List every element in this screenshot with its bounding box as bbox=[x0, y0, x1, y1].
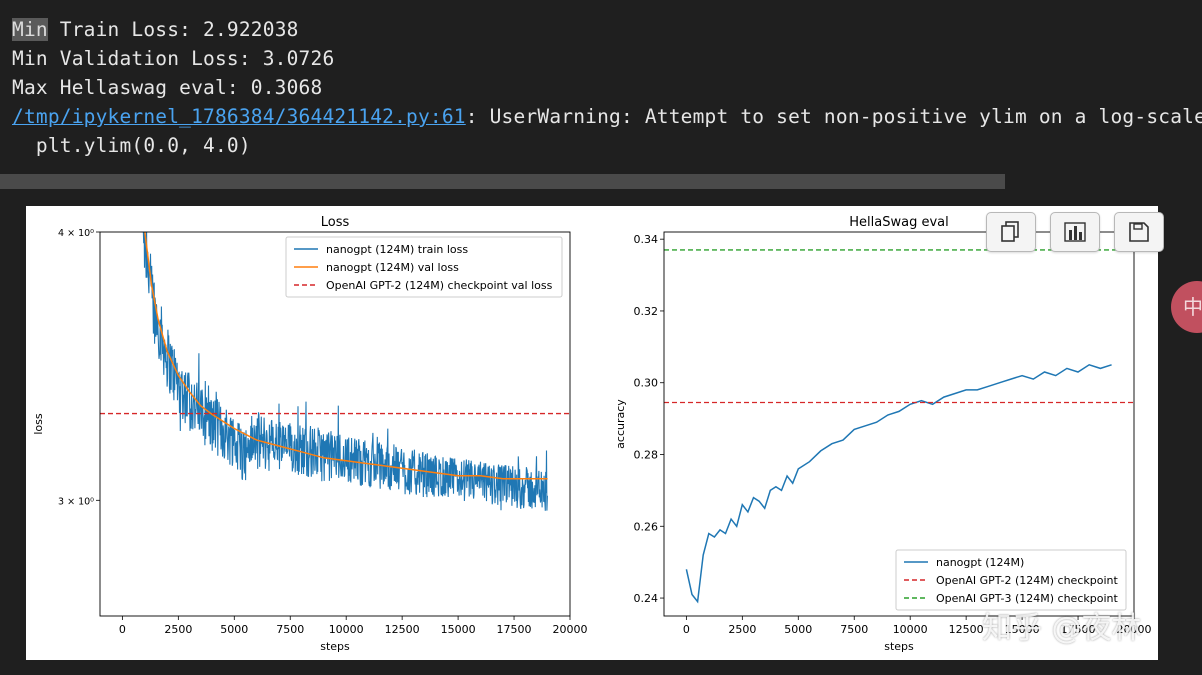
hellaswag-ytick-label: 0.32 bbox=[634, 305, 659, 318]
hellaswag-ytick-label: 0.26 bbox=[634, 520, 659, 533]
figure-canvas: 0 2500 5000 7500 10000 12500 15000 17500 20000 3 … bbox=[26, 206, 1158, 660]
copy-button[interactable] bbox=[986, 212, 1036, 252]
hellaswag-legend-label: OpenAI GPT-2 (124M) checkpoint bbox=[936, 574, 1118, 587]
watermark: 知乎 @夜林 bbox=[982, 611, 1142, 646]
loss-series-1-line bbox=[144, 232, 548, 480]
selection-highlight: Min bbox=[12, 18, 48, 41]
bar-chart-icon bbox=[1064, 222, 1086, 242]
copy-icon bbox=[1001, 221, 1019, 242]
loss-xtick-label: 5000 bbox=[220, 623, 248, 636]
loss-legend-label: nanogpt (124M) val loss bbox=[326, 261, 459, 274]
loss-series-0-line bbox=[141, 232, 548, 511]
floating-translate-button[interactable]: 中 bbox=[1171, 281, 1202, 333]
output-min-val-loss: Min Validation Loss: 3.0726 bbox=[12, 47, 335, 70]
loss-xtick-label: 20000 bbox=[553, 623, 588, 636]
output-warning: /tmp/ipykernel_1786384/364421142.py:61: … bbox=[12, 105, 1202, 128]
save-button[interactable] bbox=[1114, 212, 1164, 252]
hellaswag-ylabel: accuracy bbox=[614, 399, 627, 449]
loss-xlabel: steps bbox=[320, 640, 350, 653]
loss-legend bbox=[285, 236, 563, 298]
loss-ylabel: loss bbox=[32, 413, 45, 435]
hellaswag-xtick-label: 2500 bbox=[728, 623, 756, 636]
hellaswag-axes-frame bbox=[663, 231, 1135, 617]
hellaswag-xtick-label: 10000 bbox=[893, 623, 928, 636]
hellaswag-xtick-label: 12500 bbox=[949, 623, 984, 636]
output-min-train-loss: Min Train Loss: 2.922038 bbox=[12, 18, 299, 41]
hellaswag-legend-label: OpenAI GPT-3 (124M) checkpoint bbox=[936, 592, 1118, 605]
warning-message: : UserWarning: Attempt to set non-positi… bbox=[465, 105, 1202, 128]
warning-file-link[interactable]: /tmp/ipykernel_1786384/364421142.py:61 bbox=[12, 105, 466, 128]
horizontal-scrollbar[interactable] bbox=[0, 174, 1005, 189]
hellaswag-title: HellaSwag eval bbox=[849, 215, 948, 230]
hellaswag-xlabel: steps bbox=[884, 640, 914, 653]
loss-xtick-label: 2500 bbox=[164, 623, 192, 636]
loss-xtick-label: 15000 bbox=[441, 623, 476, 636]
loss-legend-label: OpenAI GPT-2 (124M) checkpoint val loss bbox=[326, 279, 553, 292]
show-data-button[interactable] bbox=[1050, 212, 1100, 252]
loss-xtick-label: 12500 bbox=[385, 623, 420, 636]
loss-plot-area bbox=[100, 232, 570, 511]
save-icon bbox=[1129, 222, 1149, 242]
hellaswag-ytick-label: 0.24 bbox=[634, 592, 659, 605]
loss-ytick-label: 3 × 10⁰ bbox=[58, 496, 94, 507]
hellaswag-xtick-label: 20000 bbox=[1117, 623, 1152, 636]
hellaswag-xtick-label: 17500 bbox=[1061, 623, 1096, 636]
hellaswag-legend bbox=[895, 549, 1127, 611]
output-max-hellaswag: Max Hellaswag eval: 0.3068 bbox=[12, 76, 323, 99]
hellaswag-series-0-line bbox=[685, 363, 1112, 604]
hellaswag-ytick-label: 0.34 bbox=[634, 233, 659, 246]
hellaswag-xtick-label: 15000 bbox=[1005, 623, 1040, 636]
loss-title: Loss bbox=[321, 215, 350, 230]
hellaswag-xtick-label: 5000 bbox=[784, 623, 812, 636]
loss-xtick-label: 0 bbox=[119, 623, 126, 636]
figure-svg: 0 2500 5000 7500 10000 12500 15000 17500 20000 3 … bbox=[32, 215, 1152, 653]
loss-xtick-label: 17500 bbox=[497, 623, 532, 636]
loss-legend-label: nanogpt (124M) train loss bbox=[326, 243, 468, 256]
loss-xtick-label: 7500 bbox=[276, 623, 304, 636]
loss-axes-frame bbox=[99, 231, 571, 617]
hellaswag-plot-area bbox=[664, 249, 1134, 604]
loss-ytick-label: 4 × 10⁰ bbox=[58, 228, 94, 239]
hellaswag-ytick-label: 0.28 bbox=[634, 449, 659, 462]
hellaswag-legend-label: nanogpt (124M) bbox=[936, 556, 1024, 569]
output-warning-code: plt.ylim(0.0, 4.0) bbox=[12, 134, 251, 157]
hellaswag-xtick-label: 0 bbox=[683, 623, 690, 636]
loss-xtick-label: 10000 bbox=[329, 623, 364, 636]
hellaswag-xtick-label: 7500 bbox=[840, 623, 868, 636]
hellaswag-ytick-label: 0.30 bbox=[634, 377, 659, 390]
